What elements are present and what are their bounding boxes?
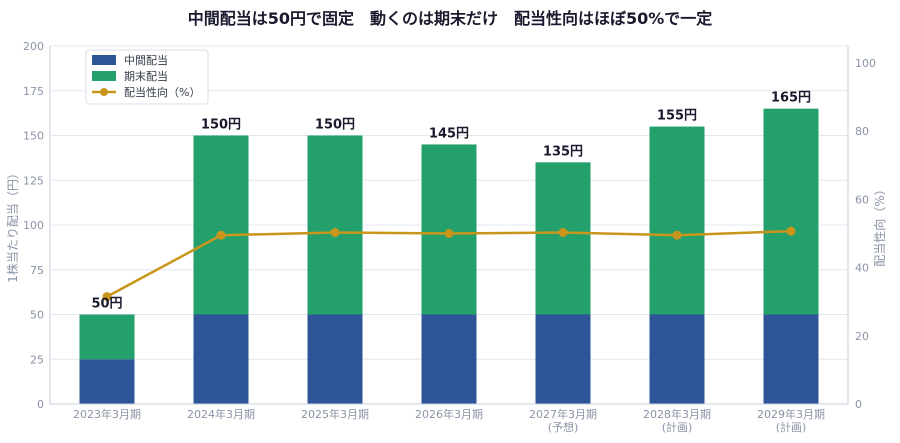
bar-year-end [535,162,591,315]
bar-series [79,108,819,404]
y-axis-label-left: 1株当たり配当（円） [5,167,20,283]
x-tick-note: (計画) [776,420,807,434]
bar-year-end [79,314,135,360]
y-tick-label-left: 125 [23,174,44,187]
payout-ratio-point [216,230,226,240]
y-tick-label-right: 100 [855,57,876,70]
total-dividend-label: 155円 [657,109,697,124]
bar-interim [193,314,249,404]
bar-interim [535,314,591,404]
y-tick-label-right: 0 [855,398,862,411]
legend-marker [100,88,108,96]
y-axis-label-right: 配当性向（%） [872,183,887,266]
legend-box [85,49,209,105]
y-tick-label-right: 40 [855,262,869,275]
y-tick-label-right: 60 [855,193,869,206]
data-labels: 50円 150円 150円 145円 135円 155円 165円 [91,91,811,312]
y-tick-label-right: 20 [855,330,869,343]
bar-interim [649,314,705,404]
y-tick-label-left: 50 [30,309,44,322]
bar-interim [307,314,363,404]
bar-year-end [307,135,363,315]
legend-entry: 中間配当 [124,53,168,67]
total-dividend-label: 135円 [543,144,583,159]
payout-ratio-point [102,292,112,302]
bar-interim [763,314,819,404]
x-tick-label: 2023年3月期 [73,407,141,421]
x-tick-label: 2028年3月期 [643,407,711,421]
payout-ratio-point [672,230,682,240]
bar-year-end [763,108,819,315]
payout-ratio-point [558,228,568,238]
bar-year-end [649,126,705,315]
chart-title: 中間配当は50円で固定 動くのは期末だけ 配当性向はほぼ50%で一定 [188,9,713,28]
legend-entry: 配当性向（%） [124,85,200,99]
legend-entry: 期末配当 [124,69,168,83]
y-tick-label-left: 200 [23,40,44,53]
x-tick-label: 2026年3月期 [415,407,483,421]
y-tick-label-left: 175 [23,85,44,98]
x-tick-label: 2025年3月期 [301,407,369,421]
total-dividend-label: 150円 [315,118,355,133]
y-tick-label-right: 80 [855,125,869,138]
bar-year-end [193,135,249,315]
legend-swatch [92,55,116,65]
payout-ratio-line [102,226,796,302]
y-tick-label-left: 25 [30,353,44,366]
payout-ratio-point [786,226,796,236]
total-dividend-label: 145円 [429,126,469,141]
x-tick-label: 2027年3月期 [529,407,597,421]
y-tick-label-left: 150 [23,130,44,143]
y-tick-label-left: 100 [23,219,44,232]
x-tick-label: 2024年3月期 [187,407,255,421]
y-tick-label-left: 75 [30,264,44,277]
total-dividend-label: 165円 [771,91,811,106]
legend-swatch [92,71,116,81]
x-tick-label: 2029年3月期 [757,407,825,421]
y-tick-label-left: 0 [37,398,44,411]
total-dividend-label: 150円 [201,118,241,133]
total-dividend-label: 50円 [91,297,122,312]
x-tick-note: (予想) [548,420,579,434]
bar-interim [79,359,135,404]
payout-ratio-point [330,228,340,238]
axes: 0 25 50 75 100 125 150 175 200 0 20 40 60 80 100 2023年3… [23,40,876,434]
bar-interim [421,314,477,404]
x-tick-note: (計画) [662,420,693,434]
payout-ratio-point [444,229,454,239]
